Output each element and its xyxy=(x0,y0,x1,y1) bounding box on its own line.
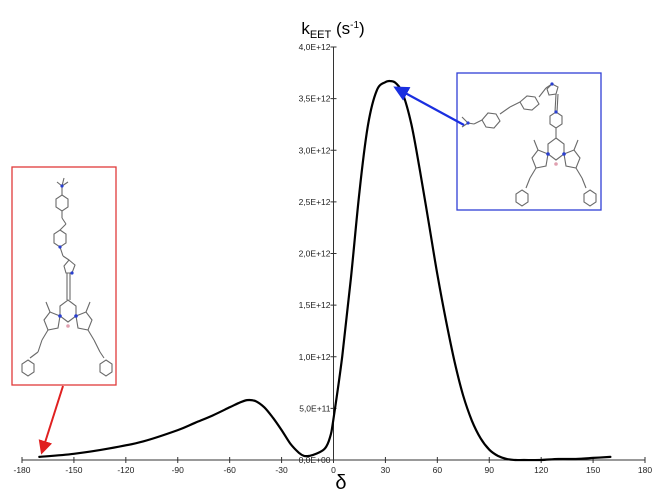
nitrogen-atom xyxy=(550,82,554,86)
nitrogen-atom xyxy=(70,271,74,275)
series-line xyxy=(38,79,612,462)
nitrogen-atom xyxy=(58,245,62,249)
x-tick-label: 30 xyxy=(381,465,391,475)
nitrogen-atom xyxy=(60,184,64,188)
x-axis-label: δ xyxy=(335,472,346,494)
boron-atom xyxy=(554,162,558,166)
y-tick-label: 2,0E+12 xyxy=(299,249,331,259)
y-tick-label: 3,0E+12 xyxy=(299,145,331,155)
y-tick-label: 1,0E+12 xyxy=(299,352,331,362)
right-inset-frame xyxy=(456,72,602,211)
y-tick-label: 0,0E+00 xyxy=(299,455,331,465)
y-axis-label-base: k xyxy=(301,19,310,38)
y-tick-label: 4,0E+12 xyxy=(299,42,331,52)
y-axis-label-unit-open: (s xyxy=(331,19,350,38)
y-axis-label-superscript: -1 xyxy=(350,20,359,31)
y-axis-label: kEET (s-1) xyxy=(301,19,364,41)
x-tick-label: 60 xyxy=(433,465,443,475)
nitrogen-atom xyxy=(58,314,62,318)
x-tick-label: 90 xyxy=(485,465,495,475)
x-tick-label: 180 xyxy=(638,465,652,475)
left-inset xyxy=(11,166,117,386)
nitrogen-atom xyxy=(546,152,550,156)
y-axis-label-subscript: EET xyxy=(310,29,332,41)
x-tick-label: -150 xyxy=(65,465,82,475)
y-axis-label-unit-close: ) xyxy=(359,19,365,38)
y-tick-label: 2,5E+12 xyxy=(299,197,331,207)
nitrogen-atom xyxy=(562,152,566,156)
left-inset-arrow xyxy=(38,385,64,455)
y-axis-ticks: 0,0E+00 5,0E+11 1,0E+12 1,5E+12 2,0E+12 2,5E+… xyxy=(299,42,337,465)
x-tick-label: -90 xyxy=(172,465,185,475)
right-inset xyxy=(456,72,602,211)
molecule-structure-icon xyxy=(461,83,597,207)
x-tick-label: 150 xyxy=(586,465,600,475)
y-tick-label: 5,0E+11 xyxy=(299,403,331,413)
x-tick-label: 0 xyxy=(331,465,336,475)
x-tick-label: -120 xyxy=(117,465,134,475)
x-tick-label: 120 xyxy=(534,465,548,475)
x-tick-label: -60 xyxy=(224,465,237,475)
x-tick-label: -30 xyxy=(275,465,288,475)
nitrogen-atom xyxy=(554,110,558,114)
boron-atom xyxy=(66,324,70,328)
y-tick-label: 3,5E+12 xyxy=(299,94,331,104)
x-tick-label: -180 xyxy=(13,465,30,475)
nitrogen-atom xyxy=(466,121,470,125)
right-inset-arrow xyxy=(393,86,465,126)
y-tick-label: 1,5E+12 xyxy=(299,300,331,310)
nitrogen-atom xyxy=(74,314,78,318)
x-axis-ticks: -180 -150 -120 -90 -60 -30 0 30 60 90 120 150 180 xyxy=(13,457,652,475)
